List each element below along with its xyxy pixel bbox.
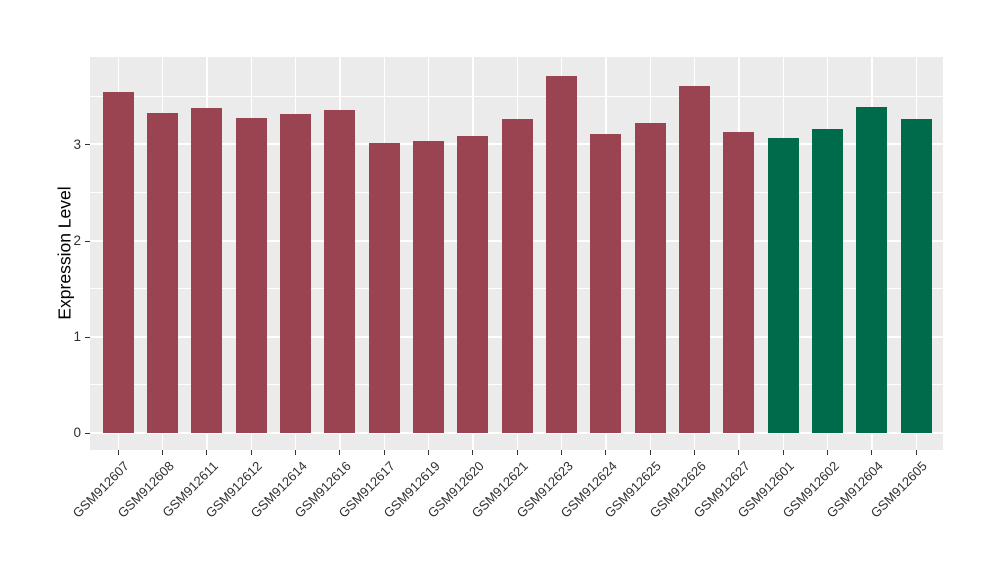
x-tick-mark-GSM912604 [871,450,873,455]
x-tick-mark-GSM912612 [250,450,252,455]
y-axis-title: Expression Level [54,186,75,320]
y-tick-mark-3 [85,144,90,146]
gridline-minor-3.5 [90,95,943,97]
x-tick-mark-GSM912602 [827,450,829,455]
bar-GSM912612 [235,118,267,433]
x-tick-mark-GSM912627 [738,450,740,455]
y-tick-label-1: 1 [73,329,81,345]
bar-GSM912627 [723,131,755,433]
x-tick-mark-GSM912619 [428,450,430,455]
bar-GSM912602 [812,129,844,433]
y-tick-label-0: 0 [73,425,81,441]
y-tick-label-3: 3 [73,136,81,152]
bar-GSM912614 [280,113,312,433]
x-tick-mark-GSM912625 [649,450,651,455]
x-tick-mark-GSM912621 [516,450,518,455]
x-tick-mark-GSM912623 [561,450,563,455]
x-tick-mark-GSM912605 [915,450,917,455]
x-tick-mark-GSM912608 [162,450,164,455]
x-tick-mark-GSM912626 [694,450,696,455]
x-tick-mark-GSM912607 [117,450,119,455]
plot-panel [90,57,943,450]
bar-GSM912616 [324,109,356,433]
bar-GSM912626 [679,85,711,433]
gridline-major-0 [90,431,943,434]
y-tick-mark-1 [85,336,90,338]
x-tick-mark-GSM912617 [383,450,385,455]
bar-GSM912605 [900,119,932,433]
bar-GSM912611 [191,107,223,433]
y-tick-mark-2 [85,240,90,242]
x-tick-mark-GSM912601 [782,450,784,455]
bar-GSM912607 [102,91,134,433]
bar-GSM912619 [413,140,445,433]
bar-GSM912624 [590,133,622,433]
y-tick-mark-0 [85,432,90,434]
y-tick-label-2: 2 [73,233,81,249]
x-tick-mark-GSM912620 [472,450,474,455]
bar-GSM912604 [856,106,888,433]
bar-GSM912620 [457,135,489,433]
x-tick-mark-GSM912624 [605,450,607,455]
bar-GSM912621 [501,119,533,433]
x-tick-mark-GSM912611 [206,450,208,455]
bar-GSM912617 [368,142,400,433]
x-tick-mark-GSM912614 [295,450,297,455]
x-tick-mark-GSM912616 [339,450,341,455]
bar-GSM912608 [147,112,179,433]
bar-GSM912623 [546,76,578,433]
bar-GSM912625 [634,123,666,433]
bar-GSM912601 [767,137,799,433]
